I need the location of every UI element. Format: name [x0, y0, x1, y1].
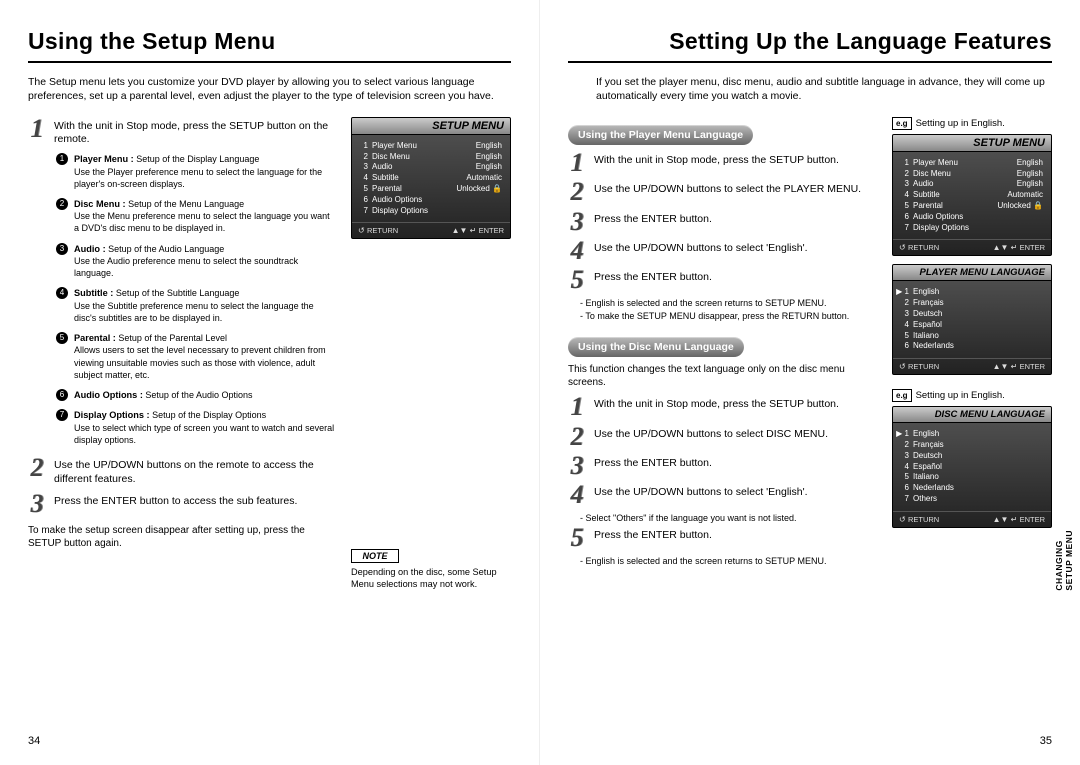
eg-label-2: e.gSetting up in English.: [892, 389, 1052, 402]
lang-row: 6Nederlands: [901, 341, 1043, 352]
lang-row: 7Others: [901, 494, 1043, 505]
page-35: Setting Up the Language Features If you …: [540, 0, 1080, 765]
step-1: 1 With the unit in Stop mode, press the …: [28, 117, 337, 147]
step: 2Use the UP/DOWN buttons to select the P…: [568, 180, 878, 203]
step-2: 2 Use the UP/DOWN buttons on the remote …: [28, 456, 337, 486]
menu-row: 6Audio Options: [360, 195, 502, 206]
step: 3Press the ENTER button.: [568, 454, 878, 477]
setup-item: 4Subtitle : Setup of the Subtitle Langua…: [56, 287, 337, 324]
disc-step-5: 5Press the ENTER button.: [568, 526, 878, 549]
page-34: Using the Setup Menu The Setup menu lets…: [0, 0, 540, 765]
setup-item-list: 1Player Menu : Setup of the Display Lang…: [56, 153, 337, 446]
menu-row: 7Display Options: [901, 223, 1043, 234]
step: 4Use the UP/DOWN buttons to select 'Engl…: [568, 239, 878, 262]
lang-row: 1English: [901, 429, 1043, 440]
lang-row: 2Français: [901, 440, 1043, 451]
step: 3Press the ENTER button.: [568, 210, 878, 233]
side-tab: CHANGINGSETUP MENU: [1054, 530, 1074, 591]
enter-label: ENTER: [452, 226, 504, 235]
page-title-left: Using the Setup Menu: [28, 28, 511, 55]
pill-player-menu: Using the Player Menu Language: [568, 125, 753, 145]
menu-row: 7Display Options: [360, 206, 502, 217]
lang-row: 4Español: [901, 320, 1043, 331]
note: - To make the SETUP MENU disappear, pres…: [586, 311, 878, 323]
menu-row: 5ParentalUnlocked 🔒: [901, 201, 1043, 212]
disc-intro: This function changes the text language …: [568, 363, 878, 389]
step: 1With the unit in Stop mode, press the S…: [568, 151, 878, 174]
menu-row: 5ParentalUnlocked 🔒: [360, 184, 502, 195]
menu-row: 2Disc MenuEnglish: [901, 169, 1043, 180]
intro-left: The Setup menu lets you customize your D…: [28, 75, 511, 103]
note: - Select "Others" if the language you wa…: [586, 513, 878, 525]
page-number-35: 35: [1040, 735, 1052, 747]
player-menu-lang-screen: PLAYER MENU LANGUAGE 1English2Français3D…: [892, 264, 1052, 375]
step: 2Use the UP/DOWN buttons to select DISC …: [568, 425, 878, 448]
setup-item: 3Audio : Setup of the Audio LanguageUse …: [56, 243, 337, 280]
intro-right: If you set the player menu, disc menu, a…: [596, 75, 1052, 103]
eg-label-1: e.gSetting up in English.: [892, 117, 1052, 130]
menu-row: 1Player MenuEnglish: [360, 141, 502, 152]
divider: [568, 61, 1052, 63]
step: 1With the unit in Stop mode, press the S…: [568, 395, 878, 418]
setup-menu-screen-left: SETUP MENU 1Player MenuEnglish2Disc Menu…: [351, 117, 511, 240]
lang-row: 6Nederlands: [901, 483, 1043, 494]
setup-item: 6Audio Options : Setup of the Audio Opti…: [56, 389, 337, 401]
menu-row: 1Player MenuEnglish: [901, 158, 1043, 169]
lang-row: 5Italiano: [901, 472, 1043, 483]
step-3: 3 Press the ENTER button to access the s…: [28, 492, 337, 515]
menu-row: 3AudioEnglish: [901, 179, 1043, 190]
setup-item: 1Player Menu : Setup of the Display Lang…: [56, 153, 337, 190]
divider: [28, 61, 511, 63]
disc-menu-lang-screen: DISC MENU LANGUAGE 1English2Français3Deu…: [892, 406, 1052, 528]
lang-row: 4Español: [901, 462, 1043, 473]
menu-row: 2Disc MenuEnglish: [360, 152, 502, 163]
setup-item: 5Parental : Setup of the Parental LevelA…: [56, 332, 337, 381]
note: - English is selected and the screen ret…: [586, 556, 878, 568]
page-number-34: 34: [28, 735, 40, 747]
lang-row: 5Italiano: [901, 331, 1043, 342]
menu-row: 3AudioEnglish: [360, 162, 502, 173]
note-box: NOTE Depending on the disc, some Setup M…: [351, 549, 501, 591]
menu-row: 4SubtitleAutomatic: [901, 190, 1043, 201]
lang-row: 1English: [901, 287, 1043, 298]
step: 5Press the ENTER button.: [568, 268, 878, 291]
lang-row: 2Français: [901, 298, 1043, 309]
pill-disc-menu: Using the Disc Menu Language: [568, 337, 744, 357]
setup-item: 2Disc Menu : Setup of the Menu LanguageU…: [56, 198, 337, 235]
after-note: To make the setup screen disappear after…: [28, 524, 337, 551]
lang-row: 3Deutsch: [901, 451, 1043, 462]
page-title-right: Setting Up the Language Features: [568, 28, 1052, 55]
setup-menu-screen-right: SETUP MENU 1Player MenuEnglish2Disc Menu…: [892, 134, 1052, 257]
menu-row: 6Audio Options: [901, 212, 1043, 223]
step: 4Use the UP/DOWN buttons to select 'Engl…: [568, 483, 878, 506]
note: - English is selected and the screen ret…: [586, 298, 878, 310]
menu-row: 4SubtitleAutomatic: [360, 173, 502, 184]
lang-row: 3Deutsch: [901, 309, 1043, 320]
return-label: RETURN: [358, 226, 398, 235]
setup-item: 7Display Options : Setup of the Display …: [56, 409, 337, 446]
